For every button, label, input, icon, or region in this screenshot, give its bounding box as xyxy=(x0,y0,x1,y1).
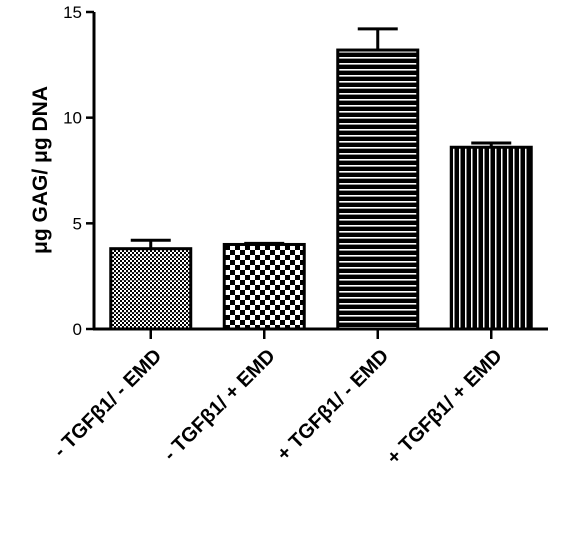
y-tick-label: 10 xyxy=(63,109,82,128)
bar-1 xyxy=(109,247,193,331)
y-tick-label: 0 xyxy=(73,320,82,339)
x-tick-label: - TGFβ1/ + EMD xyxy=(159,345,279,465)
x-tick-label: + TGFβ1/ + EMD xyxy=(383,345,507,469)
y-axis-title: μg GAG/ μg DNA xyxy=(29,86,52,254)
x-axis: - TGFβ1/ - EMD- TGFβ1/ + EMD+ TGFβ1/ - E… xyxy=(49,327,548,469)
y-tick-label: 5 xyxy=(73,214,82,233)
error-bars-group xyxy=(130,27,512,249)
bar-2 xyxy=(222,242,306,331)
bar-3 xyxy=(336,48,420,331)
bars-group xyxy=(109,48,533,331)
y-axis: 0 5 10 15 xyxy=(63,3,96,339)
y-tick-label: 15 xyxy=(63,3,82,22)
x-tick-label: - TGFβ1/ - EMD xyxy=(49,345,166,462)
bar-4 xyxy=(449,145,533,331)
x-tick-label: + TGFβ1/ - EMD xyxy=(273,345,393,465)
